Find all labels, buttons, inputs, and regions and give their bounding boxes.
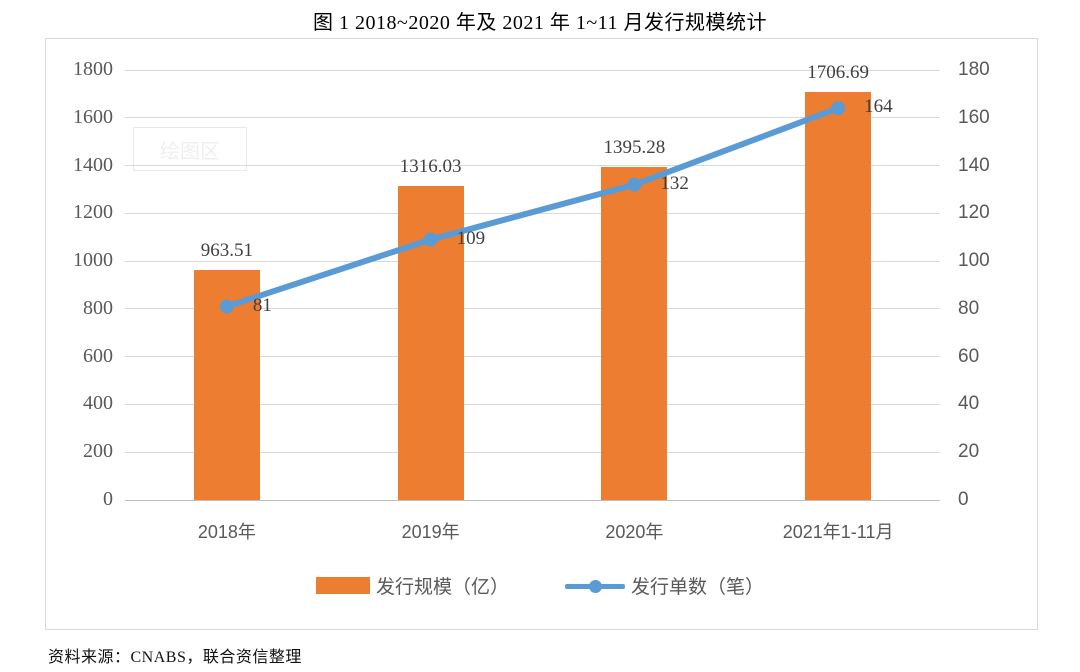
right-axis-tick-label: 180 [958, 59, 990, 80]
right-axis-tick-label: 100 [958, 250, 990, 272]
bar-2019年 [397, 185, 464, 500]
left-axis-tick-label: 400 [83, 392, 113, 415]
bar-series-swatch-icon [315, 577, 370, 594]
chart-title: 图 1 2018~2020 年及 2021 年 1~11 月发行规模统计 [313, 12, 767, 34]
bar-2018年 [193, 269, 260, 500]
left-axis-tick-label: 600 [83, 344, 113, 367]
x-axis-label: 2020年 [605, 522, 664, 542]
line-data-label: 164 [864, 96, 893, 118]
gridline [125, 403, 940, 405]
left-axis-tick-label: 1400 [73, 153, 113, 176]
gridline [125, 499, 940, 501]
right-axis-tick-label: 120 [958, 202, 990, 224]
right-axis-tick-label: 40 [958, 393, 980, 415]
legend: 发行规模（亿） 发行单数（笔） [0, 572, 1080, 599]
bar-2021年1-11月 [805, 92, 872, 500]
left-axis-tick-label: 1800 [73, 58, 113, 80]
gridline [125, 451, 940, 453]
left-axis-tick-label: 200 [83, 440, 113, 463]
legend-item-bar-series: 发行规模（亿） [315, 572, 509, 599]
line-data-label: 132 [660, 172, 689, 194]
left-axis-tick-label: 1200 [73, 201, 113, 224]
bar-data-label: 1706.69 [807, 62, 869, 84]
gridline [125, 356, 940, 358]
legend-item-line-series: 发行单数（笔） [565, 572, 764, 599]
x-axis-label: 2018年 [197, 522, 256, 542]
line-data-label: 81 [252, 294, 272, 316]
x-axis-label: 2021年1-11月 [782, 522, 894, 542]
bar-2020年 [601, 166, 668, 500]
line-path [223, 105, 842, 310]
right-axis-tick-label: 160 [958, 106, 990, 128]
right-axis-tick-label: 140 [958, 154, 990, 176]
left-axis-tick-label: 800 [83, 296, 113, 319]
bar-data-label: 963.51 [200, 239, 253, 261]
x-axis-label: 2019年 [401, 522, 460, 542]
right-axis-tick-label: 80 [958, 297, 980, 319]
legend-label-bar-series: 发行规模（亿） [375, 577, 509, 598]
right-axis-tick-label: 60 [958, 345, 980, 367]
left-axis-tick-label: 1000 [73, 249, 113, 272]
right-axis-tick-label: 0 [958, 489, 969, 510]
gridline [125, 69, 940, 71]
source-note: 资料来源：CNABS，联合资信整理 [48, 649, 302, 666]
line-data-label: 109 [456, 227, 486, 249]
line-series-swatch-icon [565, 578, 625, 594]
left-axis-tick-label: 0 [103, 488, 113, 510]
legend-label-line-series: 发行单数（笔） [631, 577, 765, 598]
left-axis-tick-label: 1600 [73, 105, 113, 128]
bar-data-label: 1316.03 [399, 155, 462, 177]
right-axis-tick-label: 20 [958, 441, 980, 463]
bar-data-label: 1395.28 [603, 136, 666, 158]
